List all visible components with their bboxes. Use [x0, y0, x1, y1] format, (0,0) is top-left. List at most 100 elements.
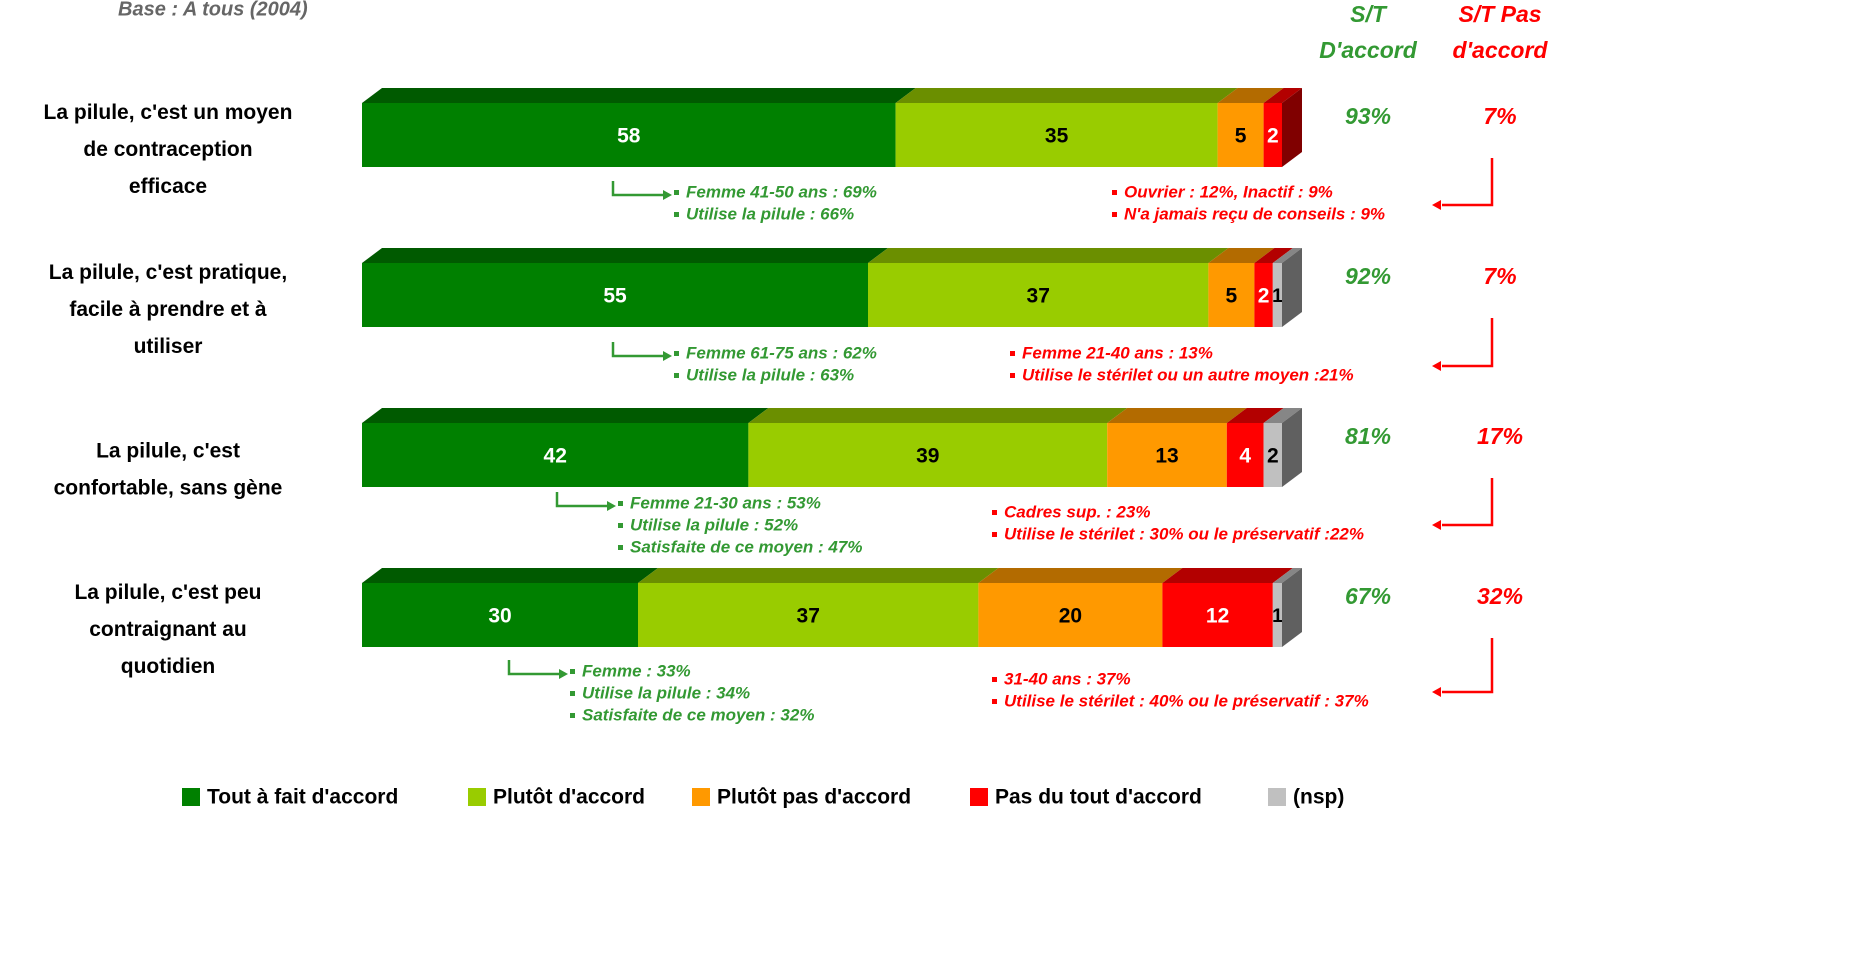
- arrow: [611, 342, 668, 358]
- bar-top: [362, 408, 769, 423]
- annotation-agree: Utilise la pilule : 52%: [630, 515, 798, 534]
- segment-label: 55: [603, 285, 627, 308]
- arrow: [611, 181, 668, 197]
- bar-segment: [362, 103, 896, 167]
- total-header-line: d'accord: [1453, 37, 1549, 63]
- legend-label: Tout à fait d'accord: [207, 786, 398, 809]
- bar-segment: [1263, 103, 1282, 167]
- arrow-head: [1432, 687, 1441, 697]
- bullet: [1112, 212, 1117, 217]
- annotation-disagree: 31-40 ans : 37%: [1004, 669, 1131, 688]
- total-value: 67%: [1345, 583, 1391, 609]
- bullet: [570, 691, 575, 696]
- segment-label: 1: [1272, 286, 1283, 307]
- annotation-disagree: Cadres sup. : 23%: [1004, 502, 1150, 521]
- legend-swatch: [182, 788, 200, 806]
- category-label-line: contraignant au: [89, 618, 247, 641]
- legend-swatch: [970, 788, 988, 806]
- legend-swatch: [1268, 788, 1286, 806]
- bullet: [992, 699, 997, 704]
- arrow-head: [1432, 520, 1441, 530]
- bar-segment: [638, 583, 979, 647]
- bullet: [570, 713, 575, 718]
- bar-segment: [362, 423, 749, 487]
- segment-label: 42: [544, 445, 567, 468]
- total-value: 81%: [1345, 423, 1391, 449]
- annotation-agree: Utilise la pilule : 63%: [686, 365, 854, 384]
- bar-segment: [362, 263, 868, 327]
- annotation-agree: Utilise la pilule : 34%: [582, 683, 750, 702]
- bar-top: [362, 248, 888, 263]
- category-label-line: La pilule, c'est peu: [74, 581, 261, 604]
- legend-label: Plutôt pas d'accord: [717, 786, 911, 809]
- annotation-disagree: Femme 21-40 ans : 13%: [1022, 343, 1213, 362]
- annotation-agree: Femme 61-75 ans : 62%: [686, 343, 877, 362]
- bar-top: [1263, 408, 1302, 423]
- arrow: [1442, 318, 1494, 368]
- legend-label: Pas du tout d'accord: [995, 786, 1202, 809]
- bar-top: [895, 88, 1238, 103]
- arrow-head: [1432, 200, 1441, 210]
- bullet: [674, 190, 679, 195]
- total-header: S/T D'accord: [1319, 1, 1417, 63]
- bar-top: [1208, 248, 1275, 263]
- bar-segment: [748, 423, 1108, 487]
- total-header-line: S/T Pas: [1458, 1, 1541, 27]
- bullet: [1010, 373, 1015, 378]
- segment-label: 58: [617, 125, 641, 148]
- bar-segment: [362, 583, 638, 647]
- bar-top: [868, 248, 1229, 263]
- bar-top: [748, 408, 1128, 423]
- total-value: 93%: [1345, 103, 1391, 129]
- total-header-line: D'accord: [1319, 37, 1417, 63]
- bullet: [618, 545, 623, 550]
- segment-label: 2: [1267, 445, 1279, 468]
- bullet: [1010, 351, 1015, 356]
- bar-top: [1263, 88, 1302, 103]
- total-value: 17%: [1477, 423, 1523, 449]
- subtitle: Base : A tous (2004): [118, 0, 308, 20]
- annotation-disagree: Utilise le stérilet ou un autre moyen :2…: [1022, 365, 1354, 384]
- bar-segment: [1107, 423, 1227, 487]
- arrow: [1442, 158, 1494, 207]
- bullet: [618, 523, 623, 528]
- bullet: [570, 669, 575, 674]
- arrow-head: [663, 351, 672, 361]
- arrow-head: [607, 501, 616, 511]
- legend-swatch: [468, 788, 486, 806]
- bullet: [992, 677, 997, 682]
- segment-label: 4: [1239, 445, 1251, 468]
- annotation-disagree: N'a jamais reçu de conseils : 9%: [1124, 204, 1385, 223]
- category-label: La pilule, c'est un moyen de contraceptio…: [44, 101, 293, 198]
- bar-top: [1254, 248, 1293, 263]
- segment-label: 37: [1027, 285, 1050, 308]
- annotation-disagree: Ouvrier : 12%, Inactif : 9%: [1124, 182, 1333, 201]
- category-label-line: La pilule, c'est: [96, 439, 240, 462]
- bar-top: [1226, 408, 1284, 423]
- segment-label: 39: [916, 445, 939, 468]
- arrow: [555, 492, 612, 508]
- segment-label: 20: [1059, 605, 1082, 628]
- category-label: La pilule, c'est pratique, facile à prend…: [49, 261, 287, 358]
- annotation-agree: Femme 41-50 ans : 69%: [686, 182, 877, 201]
- bar-segment: [1272, 263, 1282, 327]
- bullet: [674, 351, 679, 356]
- bar-segment: [1263, 423, 1282, 487]
- bar-segment: [1254, 263, 1273, 327]
- bullet: [674, 212, 679, 217]
- bullet: [992, 532, 997, 537]
- total-value: 32%: [1477, 583, 1523, 609]
- bar-top: [1217, 88, 1284, 103]
- category-label-line: quotidien: [121, 655, 215, 678]
- bar-top: [638, 568, 999, 583]
- bullet: [1112, 190, 1117, 195]
- category-label-line: de contraception: [83, 138, 252, 161]
- total-value: 7%: [1483, 263, 1516, 289]
- arrow: [507, 660, 564, 676]
- bar-top: [978, 568, 1183, 583]
- category-label: La pilule, c'est confortable, sans gène: [54, 439, 283, 499]
- bar-top: [362, 568, 658, 583]
- segment-label: 5: [1226, 285, 1238, 308]
- bar-segment: [1272, 583, 1282, 647]
- annotation-disagree: Utilise le stérilet : 40% ou le préserva…: [1004, 691, 1369, 710]
